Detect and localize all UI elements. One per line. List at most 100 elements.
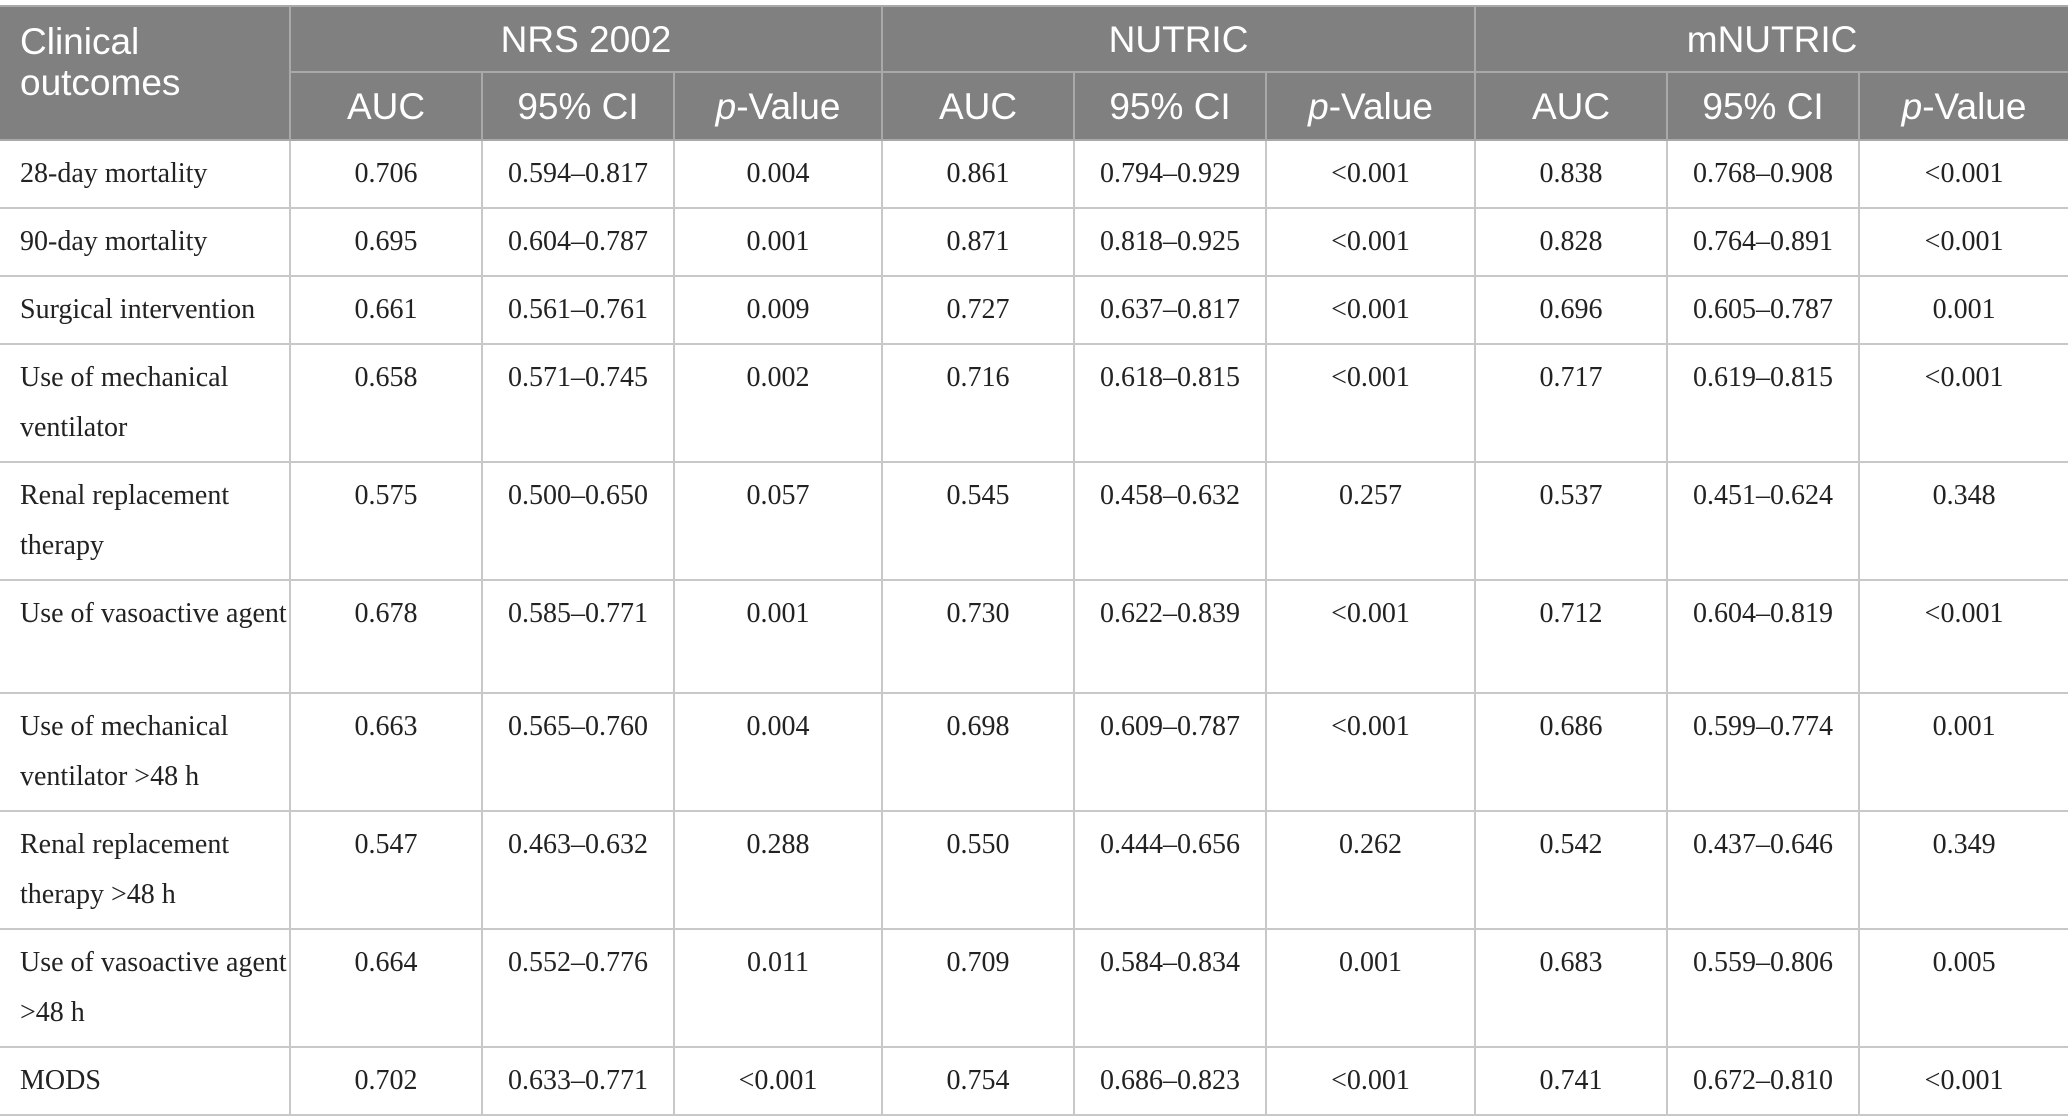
nrs2002-p-cell: 0.001 — [672, 207, 884, 277]
nutric-p-cell: <0.001 — [1265, 692, 1477, 812]
mnutric-p-cell: 0.001 — [1858, 275, 2068, 345]
nutric-p-cell: <0.001 — [1265, 579, 1477, 694]
nrs2002-ci-cell: 0.561–0.761 — [481, 275, 675, 345]
nutric-ci-cell: 0.458–0.632 — [1073, 461, 1268, 581]
mnutric-auc-cell: 0.828 — [1474, 207, 1669, 277]
group-header-nutric: NUTRIC — [881, 5, 1477, 73]
outcome-cell: 28-day mortality — [0, 139, 291, 209]
mnutric-auc-cell: 0.838 — [1474, 139, 1669, 209]
mnutric-auc-cell: 0.542 — [1474, 810, 1669, 930]
outcome-cell: 90-day mortality — [0, 207, 291, 277]
nutric-ci-cell: 0.686–0.823 — [1073, 1046, 1268, 1116]
nrs2002-auc-cell: 0.575 — [289, 461, 483, 581]
mnutric-ci-cell: 0.604–0.819 — [1666, 579, 1861, 694]
p-suffix: -Value — [736, 85, 841, 127]
outcome-cell: Renal replacement therapy — [0, 461, 291, 581]
mnutric-p-cell: <0.001 — [1858, 1046, 2068, 1116]
nrs2002-auc-cell: 0.706 — [289, 139, 483, 209]
nutric-ci-cell: 0.618–0.815 — [1073, 343, 1268, 463]
ci-header: 95% CI — [1073, 71, 1268, 141]
table-row: Use of mechanical ventilator >48 h 0.663… — [0, 692, 2068, 812]
nrs2002-ci-cell: 0.571–0.745 — [481, 343, 675, 463]
nutric-ci-cell: 0.818–0.925 — [1073, 207, 1268, 277]
nutric-auc-cell: 0.727 — [881, 275, 1076, 345]
nrs2002-ci-cell: 0.552–0.776 — [481, 928, 675, 1048]
mnutric-ci-cell: 0.619–0.815 — [1666, 343, 1861, 463]
nrs2002-p-cell: <0.001 — [672, 1046, 884, 1116]
outcome-cell: Use of vasoactive agent >48 h — [0, 928, 291, 1048]
header-sub-row: AUC 95% CI p-Value AUC 95% CI p-Value AU… — [0, 71, 2068, 141]
mnutric-auc-cell: 0.741 — [1474, 1046, 1669, 1116]
p-letter: p — [1901, 85, 1923, 127]
mnutric-ci-cell: 0.764–0.891 — [1666, 207, 1861, 277]
nutric-auc-cell: 0.550 — [881, 810, 1076, 930]
nrs2002-ci-cell: 0.585–0.771 — [481, 579, 675, 694]
nutric-p-cell: 0.001 — [1265, 928, 1477, 1048]
mnutric-auc-cell: 0.686 — [1474, 692, 1669, 812]
mnutric-ci-cell: 0.451–0.624 — [1666, 461, 1861, 581]
nutric-auc-cell: 0.716 — [881, 343, 1076, 463]
outcome-cell: MODS — [0, 1046, 291, 1116]
nutric-p-cell: <0.001 — [1265, 275, 1477, 345]
p-value-header: p-Value — [1265, 71, 1477, 141]
nutric-ci-cell: 0.637–0.817 — [1073, 275, 1268, 345]
table-row: Use of mechanical ventilator 0.658 0.571… — [0, 343, 2068, 463]
outcome-cell: Use of mechanical ventilator >48 h — [0, 692, 291, 812]
nutric-p-cell: <0.001 — [1265, 343, 1477, 463]
auc-header: AUC — [1474, 71, 1669, 141]
nutric-p-cell: 0.262 — [1265, 810, 1477, 930]
p-suffix: -Value — [1328, 85, 1433, 127]
auc-header: AUC — [289, 71, 483, 141]
table-row: 90-day mortality 0.695 0.604–0.787 0.001… — [0, 207, 2068, 277]
nrs2002-p-cell: 0.004 — [672, 692, 884, 812]
mnutric-ci-cell: 0.559–0.806 — [1666, 928, 1861, 1048]
table-row: Renal replacement therapy >48 h 0.547 0.… — [0, 810, 2068, 930]
nutric-p-cell: <0.001 — [1265, 139, 1477, 209]
mnutric-ci-cell: 0.672–0.810 — [1666, 1046, 1861, 1116]
nrs2002-auc-cell: 0.663 — [289, 692, 483, 812]
auc-header: AUC — [881, 71, 1076, 141]
nutric-ci-cell: 0.444–0.656 — [1073, 810, 1268, 930]
nrs2002-auc-cell: 0.658 — [289, 343, 483, 463]
nrs2002-ci-cell: 0.633–0.771 — [481, 1046, 675, 1116]
table-row: 28-day mortality 0.706 0.594–0.817 0.004… — [0, 139, 2068, 209]
mnutric-ci-cell: 0.605–0.787 — [1666, 275, 1861, 345]
nutric-auc-cell: 0.871 — [881, 207, 1076, 277]
mnutric-p-cell: <0.001 — [1858, 343, 2068, 463]
outcome-cell: Use of mechanical ventilator — [0, 343, 291, 463]
nrs2002-ci-cell: 0.565–0.760 — [481, 692, 675, 812]
mnutric-auc-cell: 0.717 — [1474, 343, 1669, 463]
nrs2002-p-cell: 0.004 — [672, 139, 884, 209]
mnutric-p-cell: <0.001 — [1858, 139, 2068, 209]
nrs2002-ci-cell: 0.604–0.787 — [481, 207, 675, 277]
nutric-ci-cell: 0.794–0.929 — [1073, 139, 1268, 209]
nrs2002-auc-cell: 0.661 — [289, 275, 483, 345]
nutric-ci-cell: 0.622–0.839 — [1073, 579, 1268, 694]
table-row: Use of vasoactive agent 0.678 0.585–0.77… — [0, 579, 2068, 694]
group-header-mnutric: mNUTRIC — [1474, 5, 2068, 73]
nrs2002-ci-cell: 0.594–0.817 — [481, 139, 675, 209]
mnutric-ci-cell: 0.437–0.646 — [1666, 810, 1861, 930]
nrs2002-ci-cell: 0.463–0.632 — [481, 810, 675, 930]
outcome-cell: Renal replacement therapy >48 h — [0, 810, 291, 930]
mnutric-p-cell: 0.001 — [1858, 692, 2068, 812]
mnutric-ci-cell: 0.599–0.774 — [1666, 692, 1861, 812]
outcome-cell: Surgical intervention — [0, 275, 291, 345]
table-row: MODS 0.702 0.633–0.771 <0.001 0.754 0.68… — [0, 1046, 2068, 1116]
mnutric-p-cell: <0.001 — [1858, 579, 2068, 694]
p-letter: p — [1308, 85, 1329, 127]
mnutric-auc-cell: 0.537 — [1474, 461, 1669, 581]
p-value-header: p-Value — [672, 71, 884, 141]
nrs2002-p-cell: 0.288 — [672, 810, 884, 930]
mnutric-p-cell: 0.348 — [1858, 461, 2068, 581]
nrs2002-auc-cell: 0.664 — [289, 928, 483, 1048]
nrs2002-p-cell: 0.002 — [672, 343, 884, 463]
mnutric-auc-cell: 0.683 — [1474, 928, 1669, 1048]
nrs2002-p-cell: 0.057 — [672, 461, 884, 581]
nrs2002-p-cell: 0.011 — [672, 928, 884, 1048]
nrs2002-ci-cell: 0.500–0.650 — [481, 461, 675, 581]
p-value-header: p-Value — [1858, 71, 2068, 141]
nutric-p-cell: <0.001 — [1265, 1046, 1477, 1116]
nutric-auc-cell: 0.709 — [881, 928, 1076, 1048]
nutric-auc-cell: 0.861 — [881, 139, 1076, 209]
